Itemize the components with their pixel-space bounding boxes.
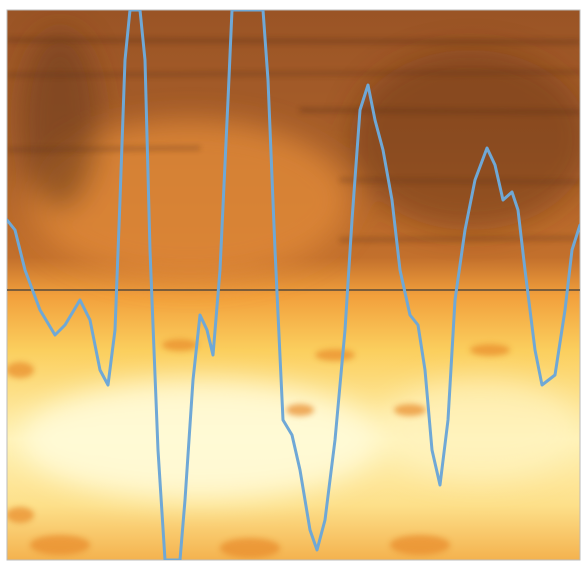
frame (6, 9, 581, 561)
heatmap (7, 10, 580, 560)
signal-line (7, 10, 580, 560)
